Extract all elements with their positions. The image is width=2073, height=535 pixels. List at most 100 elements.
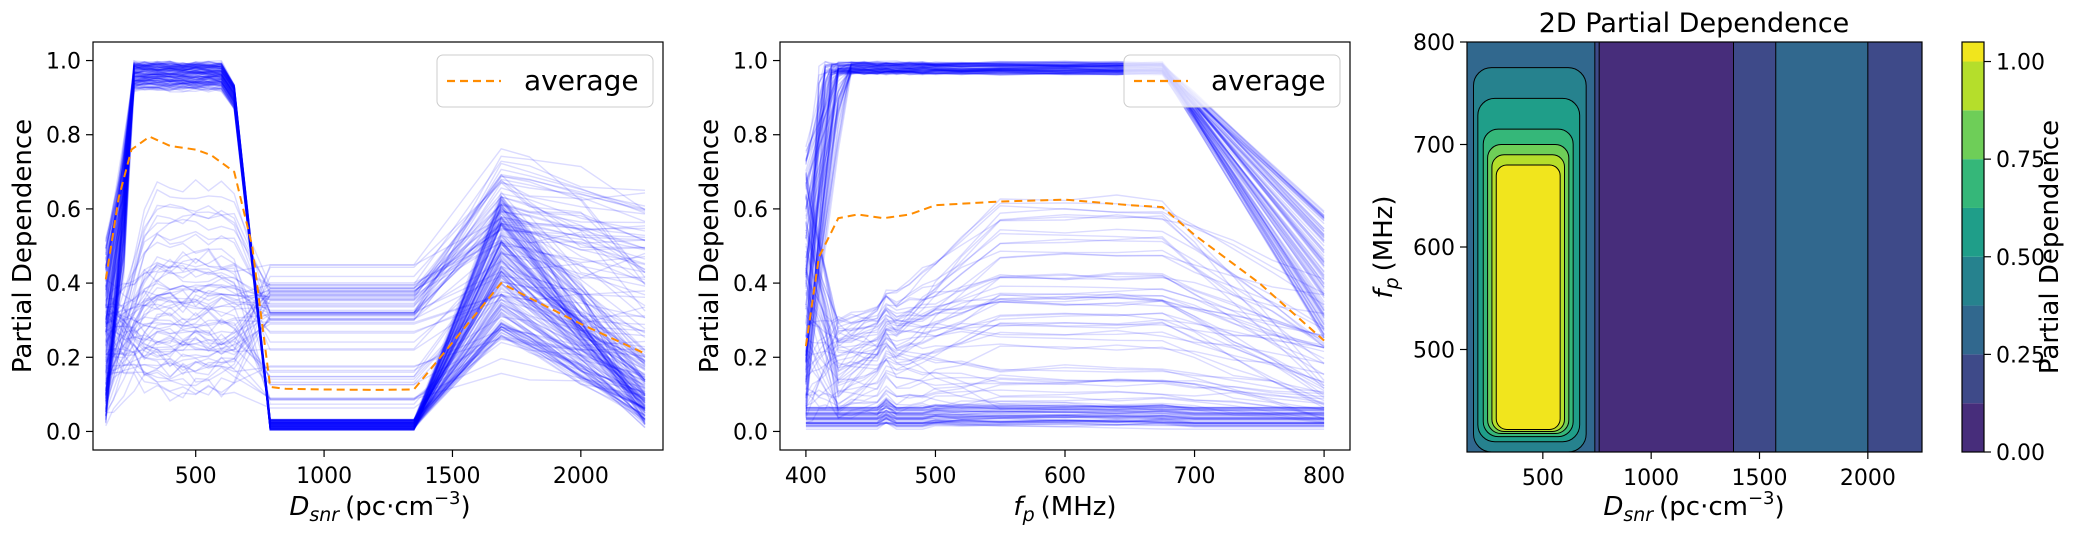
ice-line bbox=[805, 422, 1325, 427]
ice-line bbox=[105, 62, 646, 427]
ice-line bbox=[105, 61, 646, 424]
ice-line bbox=[105, 260, 646, 356]
ice-line bbox=[805, 172, 1325, 384]
colorbar-segment bbox=[1962, 61, 1984, 111]
ice-line bbox=[105, 78, 646, 430]
ice-line bbox=[805, 420, 1325, 426]
ice-line bbox=[105, 66, 646, 427]
ice-line bbox=[105, 67, 646, 424]
ice-line bbox=[105, 73, 646, 426]
y-tick-label: 0.6 bbox=[46, 198, 81, 223]
ice-line bbox=[805, 292, 1325, 395]
legend: average bbox=[436, 54, 654, 108]
ice-line bbox=[805, 415, 1325, 421]
ice-line bbox=[805, 312, 1325, 396]
ice-line bbox=[105, 70, 646, 421]
ice-line bbox=[105, 62, 646, 430]
ice-line bbox=[105, 222, 646, 365]
ice-line bbox=[105, 241, 646, 330]
legend: average bbox=[1123, 54, 1341, 108]
ice-line bbox=[105, 75, 646, 427]
ice-line bbox=[105, 69, 646, 425]
average-curve bbox=[804, 198, 1325, 347]
y-tick-label: 700 bbox=[1413, 134, 1455, 159]
ice-line bbox=[805, 374, 1325, 419]
y-tick-label: 1.0 bbox=[733, 50, 768, 75]
x-ticks: 500 1000 1500 2000 bbox=[175, 450, 609, 489]
ice-line bbox=[105, 76, 646, 422]
x-tick-label: 500 bbox=[175, 464, 217, 489]
contour-line bbox=[1491, 154, 1565, 432]
ice-line bbox=[105, 295, 646, 416]
ice-line bbox=[105, 217, 646, 383]
average-line bbox=[104, 135, 646, 391]
ice-line bbox=[805, 193, 1325, 345]
y-tick-label: 0.6 bbox=[733, 198, 768, 223]
ice-line bbox=[105, 72, 646, 426]
ice-line bbox=[105, 284, 646, 409]
ice-line bbox=[105, 173, 646, 399]
legend-box bbox=[436, 54, 654, 108]
ice-line bbox=[805, 194, 1325, 381]
ice-line bbox=[805, 417, 1325, 422]
ice-line bbox=[105, 222, 646, 356]
ice-line bbox=[105, 64, 646, 430]
ice-line bbox=[105, 65, 646, 429]
ice-line bbox=[105, 75, 646, 421]
ice-line bbox=[105, 178, 646, 413]
ice-line bbox=[105, 69, 646, 427]
y-tick-label: 0.8 bbox=[733, 124, 768, 149]
ice-line bbox=[805, 417, 1325, 425]
ice-line bbox=[105, 222, 646, 377]
ice-line bbox=[105, 337, 646, 396]
ice-line bbox=[105, 76, 646, 424]
contour-fills bbox=[1467, 42, 1922, 452]
y-axis-label: Partial Dependence bbox=[695, 119, 725, 373]
ice-line bbox=[105, 160, 646, 381]
ice-line bbox=[105, 70, 646, 424]
ice-line bbox=[805, 177, 1325, 389]
y-axis-label: fp(MHz) bbox=[1369, 195, 1403, 298]
ice-line bbox=[105, 66, 646, 425]
panel-fp: 400 500 600 700 800 0.0 0.2 0.4 0.6 0.8 1.0 avera… bbox=[695, 41, 1351, 526]
ice-line bbox=[105, 67, 646, 427]
ice-line bbox=[105, 85, 646, 428]
ice-line bbox=[105, 208, 646, 413]
ice-line bbox=[105, 175, 646, 391]
ice-line bbox=[105, 59, 646, 431]
ice-line bbox=[105, 84, 646, 429]
legend-box bbox=[1123, 54, 1341, 108]
ice-line bbox=[105, 68, 646, 429]
ice-line bbox=[805, 228, 1325, 381]
ice-line bbox=[105, 247, 646, 409]
y-tick-label: 0.4 bbox=[733, 272, 768, 297]
y-tick-label: 0.2 bbox=[733, 346, 768, 371]
ice-line bbox=[105, 61, 646, 424]
ice-line bbox=[105, 182, 646, 380]
ice-line bbox=[805, 174, 1325, 406]
ice-line bbox=[805, 273, 1325, 406]
ice-line bbox=[105, 59, 646, 425]
ice-line bbox=[105, 62, 646, 422]
ice-line bbox=[805, 195, 1325, 397]
axes-frame bbox=[779, 41, 1351, 451]
ice-line bbox=[105, 73, 646, 429]
ice-line bbox=[105, 155, 646, 408]
ice-line bbox=[805, 417, 1325, 424]
ice-line bbox=[105, 81, 646, 425]
ice-line bbox=[105, 84, 646, 425]
colorbar-segment bbox=[1962, 159, 1984, 208]
ice-line bbox=[105, 319, 646, 399]
contour-line bbox=[1477, 97, 1581, 443]
ice-line bbox=[105, 61, 646, 429]
ice-line bbox=[105, 192, 646, 317]
ice-line bbox=[105, 76, 646, 426]
ice-line bbox=[105, 76, 646, 425]
ice-line bbox=[105, 63, 646, 422]
ice-line bbox=[105, 239, 646, 344]
y-tick-label: 500 bbox=[1413, 339, 1455, 364]
ice-line bbox=[805, 275, 1325, 349]
ice-line bbox=[105, 85, 646, 426]
ice-line bbox=[805, 416, 1325, 424]
ice-line bbox=[805, 267, 1325, 420]
